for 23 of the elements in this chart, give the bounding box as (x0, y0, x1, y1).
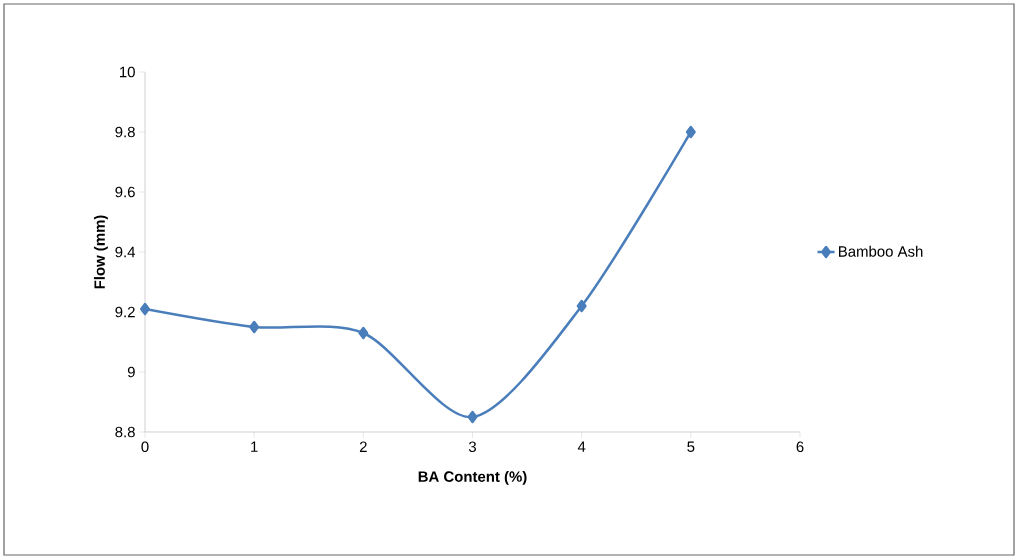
y-tick-label: 9 (127, 366, 135, 378)
x-tick-label: 1 (251, 441, 258, 452)
y-tick-label: 9.6 (115, 186, 135, 198)
x-axis-title: BA Content (%) (418, 470, 527, 485)
y-tick-label: 9.8 (115, 126, 135, 138)
point (249, 320, 260, 334)
point (467, 410, 478, 424)
legend-label: Bamboo Ash (839, 245, 923, 257)
x-tick-label: 0 (141, 441, 149, 453)
y-tick-label: 8.8 (115, 426, 135, 438)
point (685, 125, 696, 139)
point (358, 326, 369, 340)
y-axis-title: Flow (mm) (93, 215, 108, 289)
y-tick-label: 10 (120, 66, 135, 78)
x-tick-label: 3 (468, 441, 477, 453)
x-tick-label: 2 (359, 441, 367, 452)
point (140, 302, 151, 316)
point (576, 299, 587, 313)
x-tick-label: 4 (577, 441, 586, 452)
y-tick-label: 9.2 (115, 306, 135, 318)
y-tick-label: 9.4 (115, 246, 136, 258)
x-tick-label: 5 (687, 441, 695, 452)
x-tick-label: 6 (796, 441, 804, 453)
